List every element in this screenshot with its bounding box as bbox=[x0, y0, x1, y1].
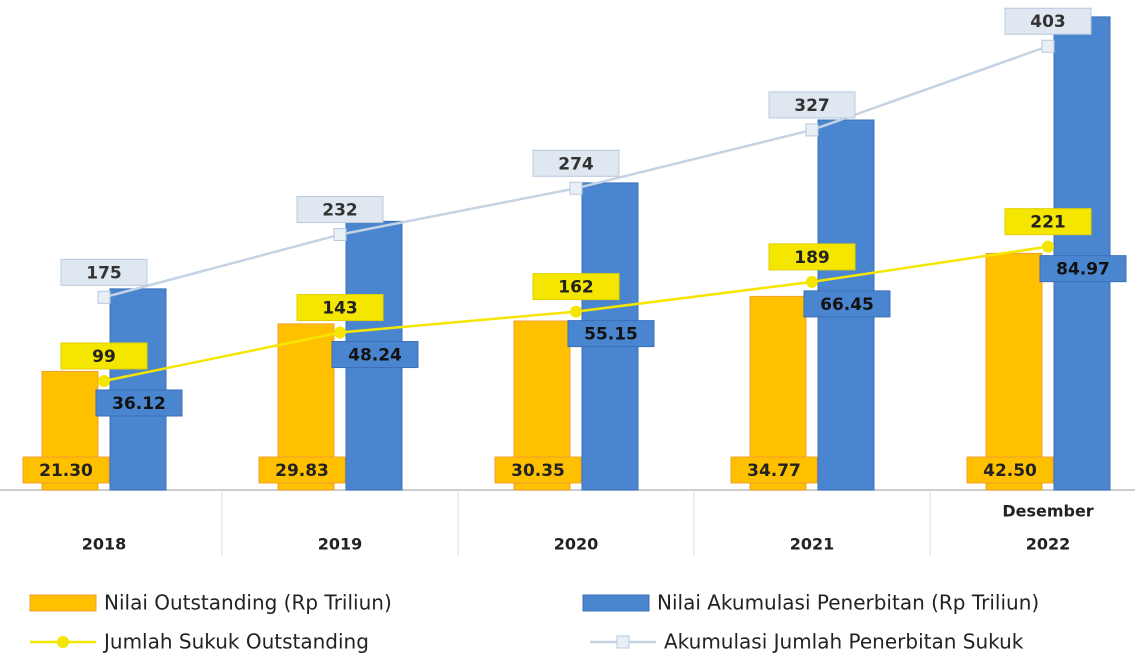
legend-label: Nilai Akumulasi Penerbitan (Rp Triliun) bbox=[657, 591, 1039, 615]
data-label: 30.35 bbox=[511, 461, 565, 481]
marker bbox=[1041, 39, 1055, 53]
label-box bbox=[532, 149, 620, 177]
bar bbox=[109, 288, 167, 491]
data-label: 162 bbox=[558, 278, 594, 298]
label-box bbox=[1004, 208, 1092, 236]
legend-label: Jumlah Sukuk Outstanding bbox=[102, 630, 369, 654]
legend-marker bbox=[57, 636, 69, 648]
data-label: 221 bbox=[1030, 213, 1066, 233]
data-label: 42.50 bbox=[983, 461, 1037, 481]
marker bbox=[97, 290, 111, 304]
x-tick-label: 2018 bbox=[82, 535, 127, 554]
label-box bbox=[60, 342, 148, 370]
data-label: 48.24 bbox=[348, 346, 402, 366]
label-box bbox=[532, 273, 620, 301]
x-tick-label: 2019 bbox=[318, 535, 363, 554]
legend-label: Akumulasi Jumlah Penerbitan Sukuk bbox=[664, 630, 1024, 654]
label-box bbox=[803, 290, 891, 318]
label-box bbox=[331, 341, 419, 369]
data-label: 274 bbox=[558, 154, 594, 174]
x-tick-label: 2021 bbox=[790, 535, 835, 554]
marker bbox=[333, 228, 347, 242]
marker bbox=[569, 181, 583, 195]
data-label: 84.97 bbox=[1056, 260, 1110, 280]
label-box bbox=[258, 456, 346, 484]
marker bbox=[806, 275, 818, 288]
label-box bbox=[296, 294, 384, 322]
label-box bbox=[768, 243, 856, 271]
label-box bbox=[60, 258, 148, 286]
annotation: Desember bbox=[1002, 502, 1093, 521]
legend-swatch bbox=[582, 594, 650, 612]
data-label: 189 bbox=[794, 248, 830, 268]
label-box bbox=[730, 456, 818, 484]
data-label: 66.45 bbox=[820, 295, 874, 315]
data-label: 232 bbox=[322, 201, 358, 221]
data-label: 327 bbox=[794, 96, 830, 116]
label-box bbox=[966, 456, 1054, 484]
marker bbox=[805, 123, 819, 137]
label-box bbox=[1004, 7, 1092, 35]
data-label: 143 bbox=[322, 299, 358, 319]
label-box bbox=[296, 196, 384, 224]
label-box bbox=[95, 389, 183, 417]
data-label: 55.15 bbox=[584, 325, 638, 345]
data-label: 403 bbox=[1030, 12, 1066, 32]
x-tick-label: 2020 bbox=[554, 535, 599, 554]
bar bbox=[1053, 16, 1111, 491]
marker bbox=[98, 374, 110, 387]
marker bbox=[570, 305, 582, 318]
marker bbox=[334, 326, 346, 339]
bar bbox=[985, 252, 1043, 491]
data-label: 36.12 bbox=[112, 394, 166, 414]
data-label: 21.30 bbox=[39, 461, 93, 481]
marker bbox=[1042, 240, 1054, 253]
data-label: 29.83 bbox=[275, 461, 329, 481]
label-box bbox=[22, 456, 110, 484]
label-box bbox=[768, 91, 856, 119]
data-label: 175 bbox=[86, 263, 122, 283]
legend-marker bbox=[616, 635, 630, 649]
data-label: 99 bbox=[92, 347, 116, 367]
x-tick-label: 2022 bbox=[1026, 535, 1071, 554]
legend-label: Nilai Outstanding (Rp Triliun) bbox=[104, 591, 392, 615]
legend-swatch bbox=[29, 594, 97, 612]
label-box bbox=[1039, 255, 1127, 283]
data-label: 34.77 bbox=[747, 461, 801, 481]
label-box bbox=[567, 320, 655, 348]
label-box bbox=[494, 456, 582, 484]
